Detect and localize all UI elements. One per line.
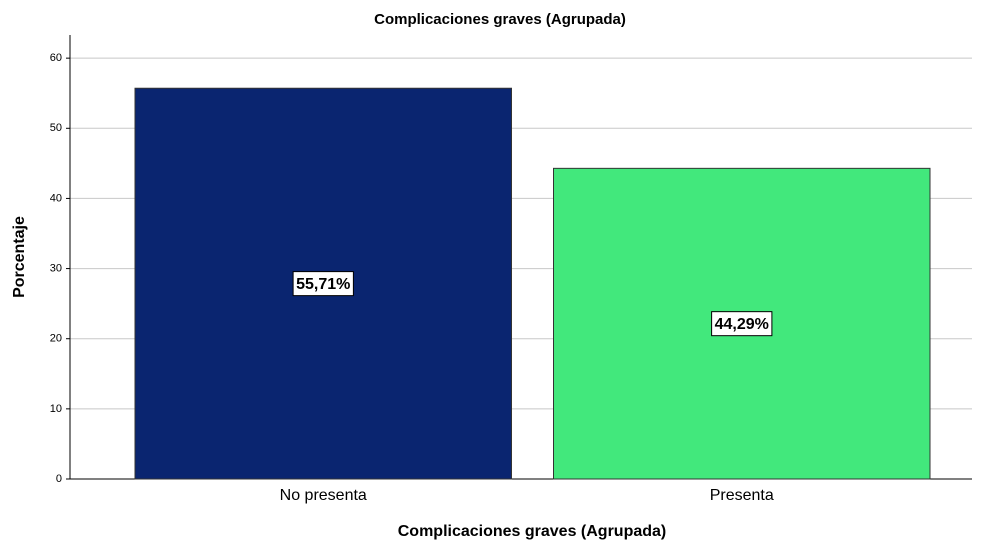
x-tick-label: No presenta [280, 487, 367, 504]
chart-title: Complicaciones graves (Agrupada) [374, 11, 626, 28]
y-tick-label: 60 [50, 52, 62, 64]
y-tick-label: 40 [50, 192, 62, 204]
y-tick-label: 20 [50, 333, 62, 345]
y-tick-label: 30 [50, 262, 62, 274]
y-tick-label: 10 [50, 403, 62, 415]
y-axis-label: Porcentaje [11, 216, 28, 298]
value-label: 44,29% [715, 316, 769, 333]
value-label-box [711, 311, 773, 337]
y-tick-label: 0 [56, 473, 62, 485]
x-axis-label: Complicaciones graves (Agrupada) [398, 523, 667, 540]
x-tick-label: Presenta [710, 487, 774, 504]
y-tick-label: 50 [50, 122, 62, 134]
value-label-box [292, 271, 354, 297]
value-label: 55,71% [296, 276, 350, 293]
